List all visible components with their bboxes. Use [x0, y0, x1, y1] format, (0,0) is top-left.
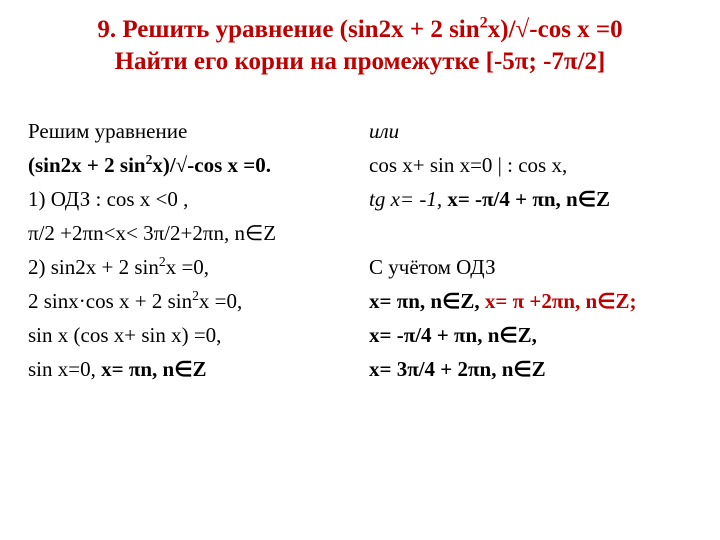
- left-column: Решим уравнение (sin2x + 2 sin2x)/√-cos …: [28, 114, 351, 386]
- slide: 9. Решить уравнение (sin2x + 2 sin2x)/√-…: [0, 0, 720, 540]
- right-line-7: x= 3π/4 + 2πn, n∈Z: [369, 352, 692, 386]
- left-line-6a: 2 sinx·cos x + 2 sin: [28, 289, 192, 313]
- right-blank: [369, 216, 692, 250]
- slide-title: 9. Решить уравнение (sin2x + 2 sin2x)/√-…: [28, 14, 692, 78]
- left-line-8: sin x=0, x= πn, n∈Z: [28, 352, 351, 386]
- right-line-2: cos x+ sin x=0 | : cos x,: [369, 148, 692, 182]
- title-line1-b: x)/√-cos x =0: [488, 16, 623, 43]
- left-line-5a: 2) sin2x + 2 sin: [28, 255, 159, 279]
- left-line-6: 2 sinx·cos x + 2 sin2x =0,: [28, 284, 351, 318]
- right-line-4: С учётом ОДЗ: [369, 250, 692, 284]
- right-line-3a: tg x= -1,: [369, 187, 447, 211]
- left-line-2a: (sin2x + 2 sin: [28, 153, 146, 177]
- left-line-2: (sin2x + 2 sin2x)/√-cos x =0.: [28, 148, 351, 182]
- left-line-2b: x)/√-cos x =0.: [152, 153, 271, 177]
- left-line-7: sin x (cos x+ sin x) =0,: [28, 318, 351, 352]
- right-line-5b: x= π +2πn, n∈Z;: [480, 289, 637, 313]
- right-line-3: tg x= -1, x= -π/4 + πn, n∈Z: [369, 182, 692, 216]
- right-line-3b: x= -π/4 + πn, n∈Z: [447, 187, 610, 211]
- left-line-6sup: 2: [192, 288, 199, 303]
- left-line-4a: π/2 +2πn<x< 3π/2+2πn, n: [28, 221, 245, 245]
- element-of-icon: ∈: [245, 221, 263, 245]
- left-line-5sup: 2: [159, 254, 166, 269]
- right-line-5a: x= πn, n∈Z,: [369, 289, 480, 313]
- left-line-4b: Z: [263, 221, 276, 245]
- right-column: или cos x+ sin x=0 | : cos x, tg x= -1, …: [369, 114, 692, 386]
- left-line-8b: x= πn, n∈Z: [101, 357, 206, 381]
- right-line-1: или: [369, 114, 692, 148]
- left-line-5b: x =0,: [166, 255, 209, 279]
- left-line-6b: x =0,: [199, 289, 242, 313]
- right-line-5: x= πn, n∈Z, x= π +2πn, n∈Z;: [369, 284, 692, 318]
- left-line-3: 1) ОДЗ : cos x <0 ,: [28, 182, 351, 216]
- left-line-4: π/2 +2πn<x< 3π/2+2πn, n∈Z: [28, 216, 351, 250]
- title-line2: Найти его корни на промежутке [-5π; -7π/…: [115, 48, 606, 75]
- left-line-5: 2) sin2x + 2 sin2x =0,: [28, 250, 351, 284]
- left-line-1: Решим уравнение: [28, 114, 351, 148]
- title-line1-a: 9. Решить уравнение (sin2x + 2 sin: [97, 16, 479, 43]
- right-line-6: x= -π/4 + πn, n∈Z,: [369, 318, 692, 352]
- left-line-8a: sin x=0,: [28, 357, 101, 381]
- content-columns: Решим уравнение (sin2x + 2 sin2x)/√-cos …: [28, 114, 692, 386]
- title-line1-sup: 2: [480, 14, 488, 32]
